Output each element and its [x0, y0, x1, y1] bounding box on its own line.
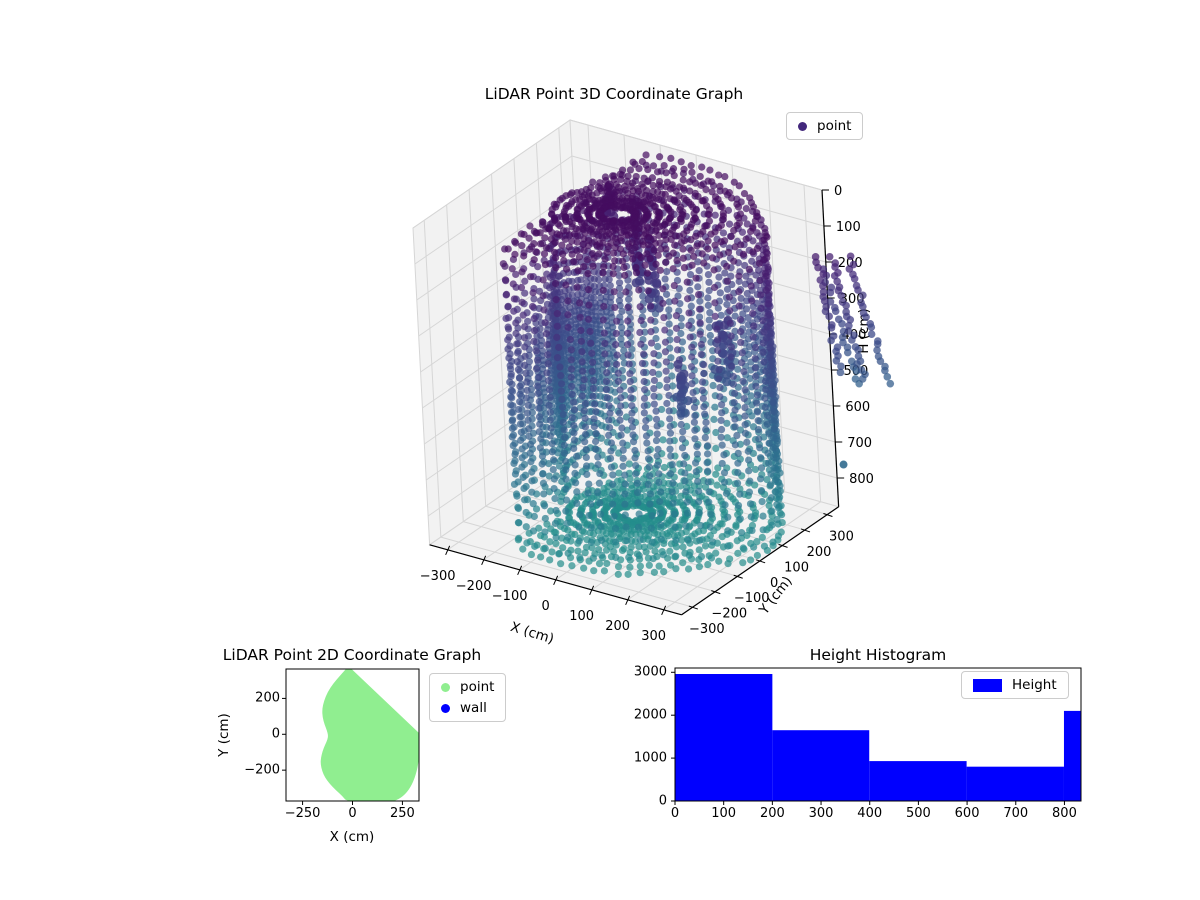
- legend-entry: point: [798, 118, 851, 134]
- plot2d-x-tick-label: −250: [284, 806, 321, 821]
- plot2d-y-tick-label: −200: [244, 762, 280, 778]
- legend-label: point: [817, 118, 852, 134]
- histogram-x-tick-label: 600: [954, 806, 980, 821]
- plot2d-y-tick-label: 200: [255, 690, 280, 706]
- histogram-title: Height Histogram: [809, 646, 947, 664]
- legend-label: point: [460, 679, 495, 695]
- legend-marker-wall: [441, 703, 450, 713]
- plot3d-legend: point: [786, 112, 864, 140]
- histogram-x-tick-label: 200: [759, 806, 785, 821]
- histogram-legend: Height: [961, 671, 1069, 699]
- plot2d-legend: point wall: [429, 673, 507, 722]
- legend-swatch-Height: [973, 678, 1002, 692]
- plot3d-title: LiDAR Point 3D Coordinate Graph: [484, 85, 744, 103]
- legend-marker-point: [441, 682, 450, 692]
- histogram-y-tick-label: 1000: [633, 750, 667, 766]
- plot2d-x-tick-label: 0: [348, 806, 357, 821]
- histogram-x-tick-label: 100: [711, 806, 737, 821]
- plot2d-title: LiDAR Point 2D Coordinate Graph: [222, 646, 482, 664]
- plot2d-yaxis-label: Y (cm): [216, 713, 232, 757]
- histogram-y-tick-label: 0: [658, 793, 667, 809]
- histogram-x-tick-label: 0: [670, 806, 680, 821]
- histogram-x-tick-label: 800: [1052, 806, 1077, 821]
- legend-entry: Height: [973, 677, 1057, 693]
- histogram-x-tick-label: 400: [857, 806, 883, 821]
- legend-label: wall: [460, 700, 487, 716]
- plot2d-xaxis-label: X (cm): [329, 829, 375, 845]
- histogram-x-tick-label: 500: [905, 806, 931, 821]
- legend-label: Height: [1012, 677, 1057, 693]
- histogram-x-tick-label: 700: [1003, 806, 1029, 821]
- legend-marker-point: [798, 121, 807, 131]
- legend-entry: wall: [441, 700, 494, 716]
- histogram-y-tick-label: 3000: [633, 664, 667, 680]
- plot2d-y-tick-label: 0: [271, 726, 280, 742]
- legend-entry: point: [441, 679, 494, 695]
- histogram-y-tick-label: 2000: [633, 707, 667, 723]
- histogram-x-tick-label: 300: [808, 806, 834, 821]
- plot2d-x-tick-label: 250: [390, 806, 415, 821]
